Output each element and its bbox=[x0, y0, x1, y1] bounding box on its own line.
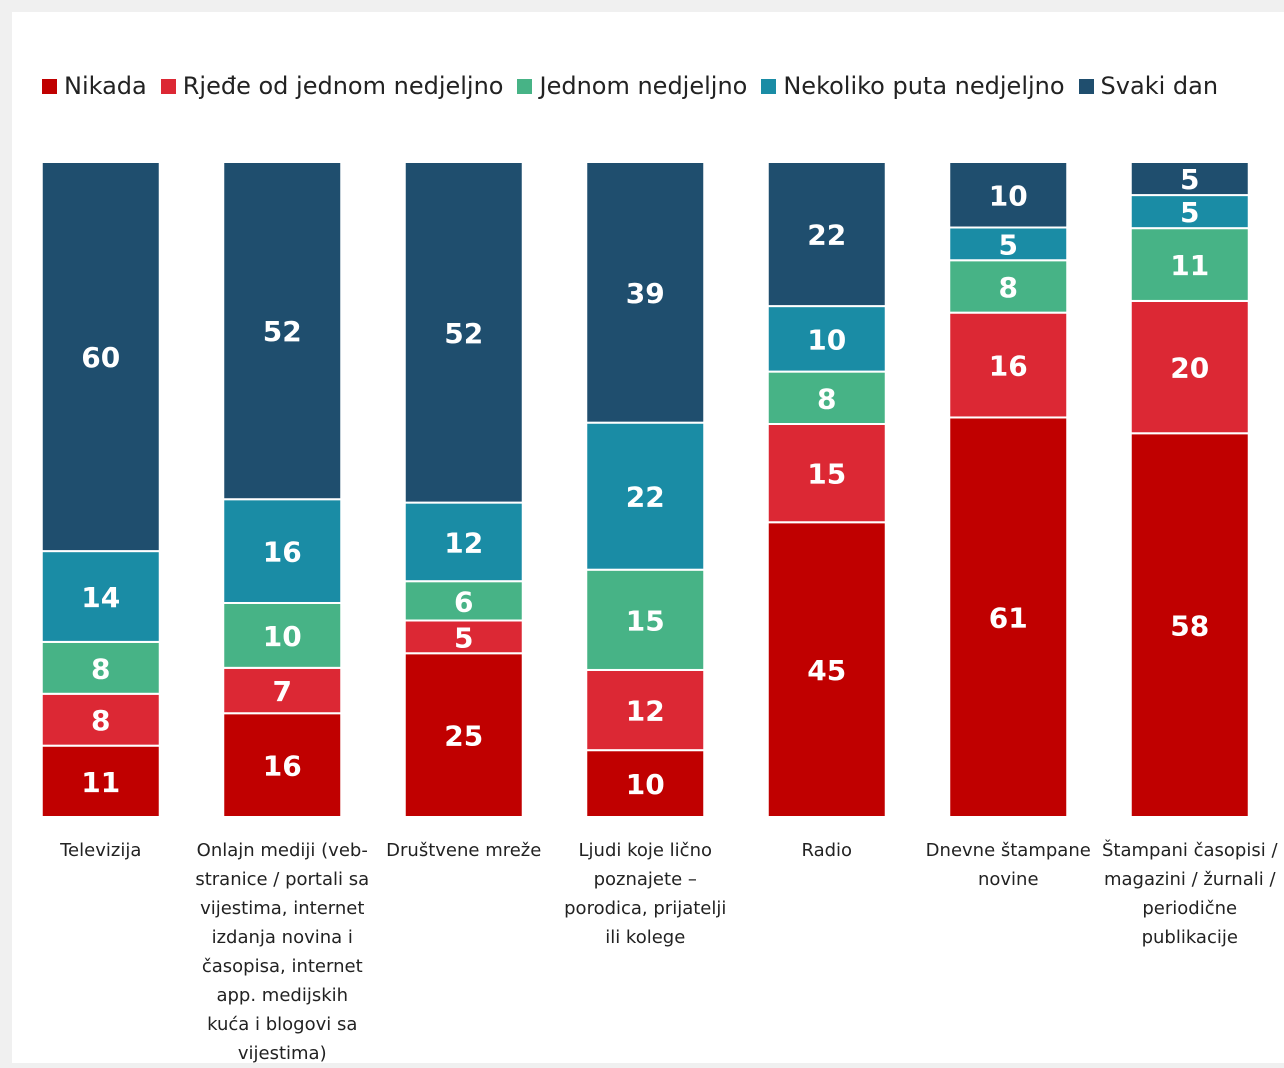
bar-segment bbox=[1129, 227, 1250, 302]
legend-item: Svaki dan bbox=[1078, 72, 1219, 100]
data-label: 52 bbox=[444, 317, 483, 350]
bar-segment bbox=[1129, 161, 1250, 197]
x-tick-label: Onlajn mediji (veb-stranice / portali sa… bbox=[195, 840, 370, 1064]
x-tick-label: Štampani časopisi / magazini / žurnali /… bbox=[1101, 840, 1278, 948]
x-tick-label: Društvene mreže bbox=[386, 840, 542, 861]
bar-segment bbox=[948, 259, 1069, 314]
data-label: 16 bbox=[263, 536, 302, 569]
bar-segment bbox=[766, 521, 887, 818]
data-label: 45 bbox=[807, 654, 846, 687]
data-label: 6 bbox=[454, 585, 473, 618]
data-label: 11 bbox=[1170, 249, 1209, 282]
bar-segment bbox=[948, 226, 1069, 262]
x-tick-label: Ljudi koje lično poznajete – porodica, p… bbox=[564, 840, 727, 948]
bar-segment bbox=[403, 580, 524, 622]
data-label: 15 bbox=[807, 458, 846, 491]
legend: Nikada Rjeđe od jednom nedjeljno Jednom ne… bbox=[42, 72, 1232, 100]
data-label: 10 bbox=[626, 768, 665, 801]
bar-segment bbox=[766, 370, 887, 426]
bar-segment bbox=[40, 692, 161, 747]
data-label: 12 bbox=[626, 695, 665, 728]
data-label: 22 bbox=[626, 481, 665, 514]
bar-segment bbox=[403, 161, 524, 504]
data-label: 10 bbox=[807, 323, 846, 356]
legend-item: Jednom nedjeljno bbox=[517, 72, 747, 100]
bar-segment bbox=[1129, 194, 1250, 230]
bar-segment bbox=[403, 652, 524, 818]
legend-swatch bbox=[160, 78, 176, 94]
bar-segment bbox=[585, 749, 706, 818]
bar-segment bbox=[948, 161, 1069, 229]
data-label: 5 bbox=[999, 228, 1018, 261]
legend-swatch bbox=[42, 78, 57, 94]
data-label: 8 bbox=[817, 382, 836, 415]
data-label: 11 bbox=[81, 766, 120, 799]
data-label: 39 bbox=[626, 277, 665, 310]
bar-segment bbox=[222, 601, 343, 669]
bar-segment bbox=[222, 161, 343, 501]
bar-segment bbox=[585, 161, 706, 424]
data-label: 52 bbox=[263, 315, 302, 348]
bar-segment bbox=[1129, 432, 1250, 818]
bar-segment bbox=[40, 550, 161, 643]
data-label: 20 bbox=[1170, 352, 1209, 385]
bar-segment bbox=[585, 568, 706, 671]
bar-segment bbox=[403, 501, 524, 583]
bar-segment bbox=[403, 619, 524, 655]
data-label: 5 bbox=[1180, 196, 1199, 229]
bar-segment bbox=[222, 498, 343, 604]
legend-swatch bbox=[761, 78, 777, 94]
data-label: 5 bbox=[1180, 163, 1199, 196]
legend-swatch bbox=[517, 78, 533, 94]
legend-swatch bbox=[1078, 78, 1094, 94]
data-label: 7 bbox=[273, 675, 292, 708]
legend-label: Rjeđe od jednom nedjeljno bbox=[182, 72, 504, 100]
bar-segment bbox=[766, 161, 887, 308]
bar-segment bbox=[948, 416, 1069, 818]
x-tick-label: Dnevne štampane novine bbox=[925, 840, 1091, 890]
bar-segment bbox=[40, 161, 161, 553]
bar-segment bbox=[222, 666, 343, 715]
legend-label: Svaki dan bbox=[1100, 72, 1219, 100]
data-label: 12 bbox=[444, 526, 483, 559]
legend-label: Jednom nedjeljno bbox=[539, 72, 748, 100]
data-label: 10 bbox=[263, 620, 302, 653]
data-label: 58 bbox=[1170, 610, 1209, 643]
data-label: 25 bbox=[444, 720, 483, 753]
legend-item: Nekoliko puta nedjeljno bbox=[761, 72, 1065, 100]
data-label: 16 bbox=[263, 750, 302, 783]
data-label: 8 bbox=[91, 704, 110, 737]
bar-segment bbox=[40, 640, 161, 695]
data-label: 14 bbox=[81, 581, 120, 614]
legend-label: Nekoliko puta nedjeljno bbox=[783, 72, 1065, 100]
bar-segment bbox=[585, 421, 706, 571]
x-tick-label: Televizija bbox=[60, 840, 142, 861]
legend-item: Nikada bbox=[42, 72, 147, 100]
data-label: 15 bbox=[626, 604, 665, 637]
legend-item: Rjeđe od jednom nedjeljno bbox=[160, 72, 504, 100]
legend-label: Nikada bbox=[64, 72, 147, 100]
data-label: 10 bbox=[989, 179, 1028, 212]
data-label: 8 bbox=[999, 271, 1018, 304]
data-label: 61 bbox=[989, 602, 1028, 635]
bar-segment bbox=[948, 311, 1069, 419]
data-label: 8 bbox=[91, 652, 110, 685]
data-label: 16 bbox=[989, 350, 1028, 383]
data-label: 22 bbox=[807, 219, 846, 252]
x-tick-label: Radio bbox=[801, 840, 853, 861]
data-label: 5 bbox=[454, 621, 473, 654]
data-label: 60 bbox=[81, 341, 120, 374]
